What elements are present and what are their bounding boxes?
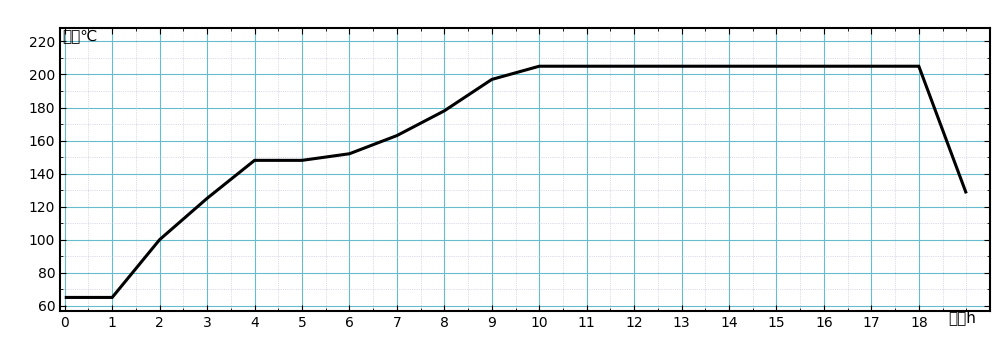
Text: 温度℃: 温度℃ (62, 28, 98, 43)
Text: 时间h: 时间h (948, 311, 976, 325)
